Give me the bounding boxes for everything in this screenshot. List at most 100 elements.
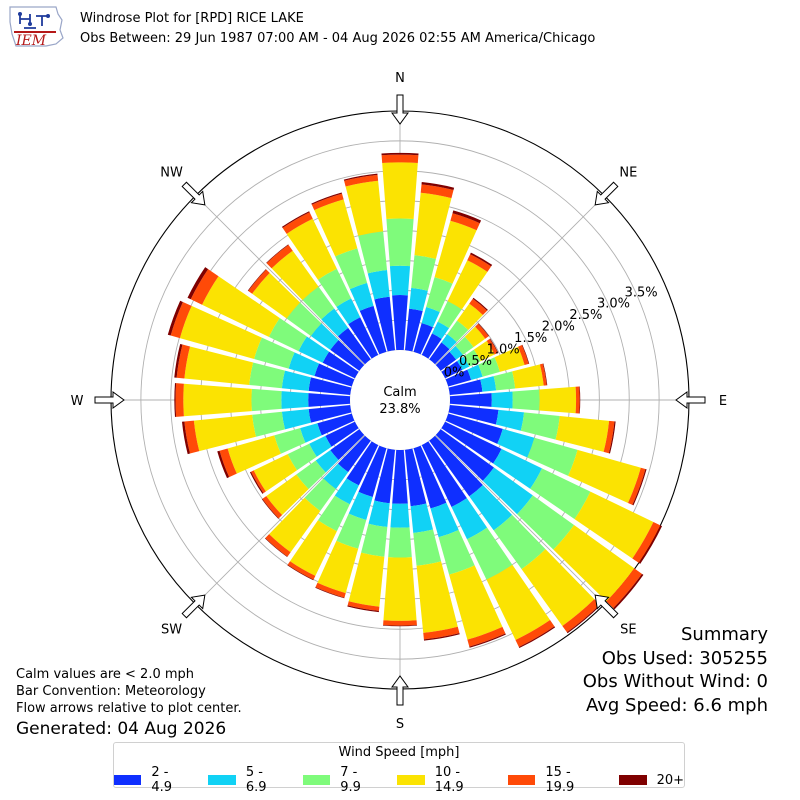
- wind-bar-segment: [392, 449, 408, 504]
- chart-notes: Calm values are < 2.0 mph Bar Convention…: [16, 666, 242, 741]
- bar-convention-note: Bar Convention: Meteorology: [16, 684, 206, 699]
- wind-bar-segment: [447, 320, 469, 342]
- wind-bar-segment: [317, 495, 350, 532]
- wind-bar-segment: [386, 218, 414, 267]
- wind-bars: [167, 152, 663, 649]
- radial-tick-label: 0.5%: [459, 354, 492, 369]
- wind-bar-segment: [281, 211, 310, 228]
- wind-bar-segment: [411, 255, 436, 291]
- wind-bar-segment: [251, 470, 266, 494]
- summary-title: Summary: [681, 624, 768, 645]
- wind-bar-segment: [497, 428, 535, 458]
- wind-bar-segment: [457, 303, 483, 331]
- wind-bar-segment: [441, 421, 502, 464]
- wind-bar-segment: [450, 213, 480, 231]
- wind-bar-segment: [287, 564, 314, 581]
- wind-bar-segment: [530, 468, 591, 520]
- obs-used: Obs Used: 305255: [601, 647, 768, 669]
- radial-tick-label: 1.5%: [514, 331, 547, 346]
- wind-bar-segment: [486, 564, 551, 640]
- calm-circle: [350, 350, 450, 450]
- wind-bar-segment: [463, 349, 481, 367]
- wind-bar-segment: [475, 323, 489, 339]
- wind-bar-segment: [330, 340, 365, 371]
- flow-arrow-icon: [94, 391, 125, 409]
- wind-bar-segment: [304, 478, 336, 511]
- wind-bar-segment: [310, 323, 339, 350]
- wind-bar-segment: [334, 478, 359, 505]
- wind-bar-segment: [451, 498, 488, 540]
- grid-spoke: [195, 195, 365, 365]
- chart-subtitle: Obs Between: 29 Jun 1987 07:00 AM - 04 A…: [80, 31, 596, 46]
- legend-swatch: [114, 775, 142, 785]
- direction-label: E: [719, 394, 727, 409]
- wind-bar-segment: [317, 268, 352, 307]
- legend-items: 2 - 4.9 5 - 6.9 7 - 9.9 10 - 14.9 15 - 19.9 2…: [114, 765, 684, 795]
- wind-bar-segment: [315, 450, 339, 473]
- wind-bar-segment: [421, 306, 440, 328]
- wind-bar-segment: [518, 626, 556, 649]
- wind-bar-segment: [251, 388, 282, 412]
- wind-bar-segment: [542, 363, 548, 386]
- wind-bar-segment: [455, 336, 474, 355]
- wind-bar-segment: [266, 244, 293, 269]
- flow-arrow-icon: [181, 594, 206, 619]
- legend-swatch: [507, 775, 536, 785]
- wind-bar-segment: [184, 346, 254, 385]
- wind-bar-segment: [265, 534, 291, 557]
- wind-bar-segment: [368, 500, 390, 528]
- wind-bar-segment: [627, 467, 646, 505]
- wind-bar-segment: [493, 448, 542, 489]
- wind-bar-segment: [383, 620, 417, 626]
- wind-bar-segment: [478, 357, 500, 377]
- direction-label: NW: [160, 166, 183, 181]
- flow-arrows: [94, 94, 706, 706]
- wind-bar-segment: [308, 377, 352, 396]
- wind-bar-segment: [348, 552, 385, 607]
- wind-bar-segment: [187, 267, 209, 300]
- summary-box: Summary Obs Used: 305255 Obs Without Win…: [583, 623, 768, 717]
- wind-bar-segment: [448, 379, 483, 396]
- legend-label: 2 - 4.9: [151, 765, 173, 795]
- direction-label: SW: [161, 622, 182, 637]
- wind-bar-segment: [288, 352, 320, 376]
- wind-bar-segment: [553, 525, 635, 602]
- wind-bar-segment: [473, 340, 495, 362]
- obs-without-wind: Obs Without Wind: 0: [582, 671, 768, 692]
- direction-labels: N NE E SE S SW W NW: [71, 71, 728, 732]
- wind-bar-segment: [478, 323, 490, 337]
- wind-bar-segment: [416, 561, 458, 633]
- wind-bar-segment: [249, 362, 285, 389]
- wind-bar-segment: [247, 269, 267, 291]
- radial-tick-label: 3.0%: [597, 297, 630, 312]
- wind-bar-segment: [469, 298, 488, 316]
- wind-bar-segment: [489, 338, 499, 353]
- legend-swatch: [302, 775, 331, 785]
- legend-title: Wind Speed [mph]: [338, 745, 460, 760]
- wind-bar-segment: [421, 333, 442, 359]
- flow-arrow-icon: [594, 181, 619, 206]
- direction-label: SE: [620, 622, 636, 637]
- flow-arrow-icon: [391, 94, 409, 125]
- wind-bar-segment: [512, 389, 540, 411]
- wind-bar-segment: [381, 152, 419, 156]
- wind-bar-segment: [426, 277, 453, 312]
- wind-bar-segment: [467, 254, 492, 272]
- wind-bar-segment: [388, 527, 412, 558]
- wind-bar-segment: [349, 282, 374, 311]
- wind-bar-segment: [435, 429, 494, 481]
- wind-bar-segment: [314, 363, 355, 387]
- wind-bar-segment: [390, 503, 410, 528]
- wind-bar-segment: [457, 356, 470, 371]
- wind-bar-segment: [480, 376, 497, 392]
- wind-bar-segment: [314, 199, 358, 257]
- wind-bar-segment: [311, 193, 344, 211]
- wind-bar-segment: [495, 409, 525, 431]
- legend-label: 5 - 6.9: [245, 765, 267, 795]
- wind-bar-segment: [539, 386, 577, 414]
- wind-bar-segment: [346, 441, 379, 486]
- wind-bar-segment: [266, 244, 289, 264]
- wind-bar-segment: [493, 371, 516, 391]
- wind-bar-segment: [404, 308, 423, 352]
- wind-bar-segment: [382, 162, 418, 220]
